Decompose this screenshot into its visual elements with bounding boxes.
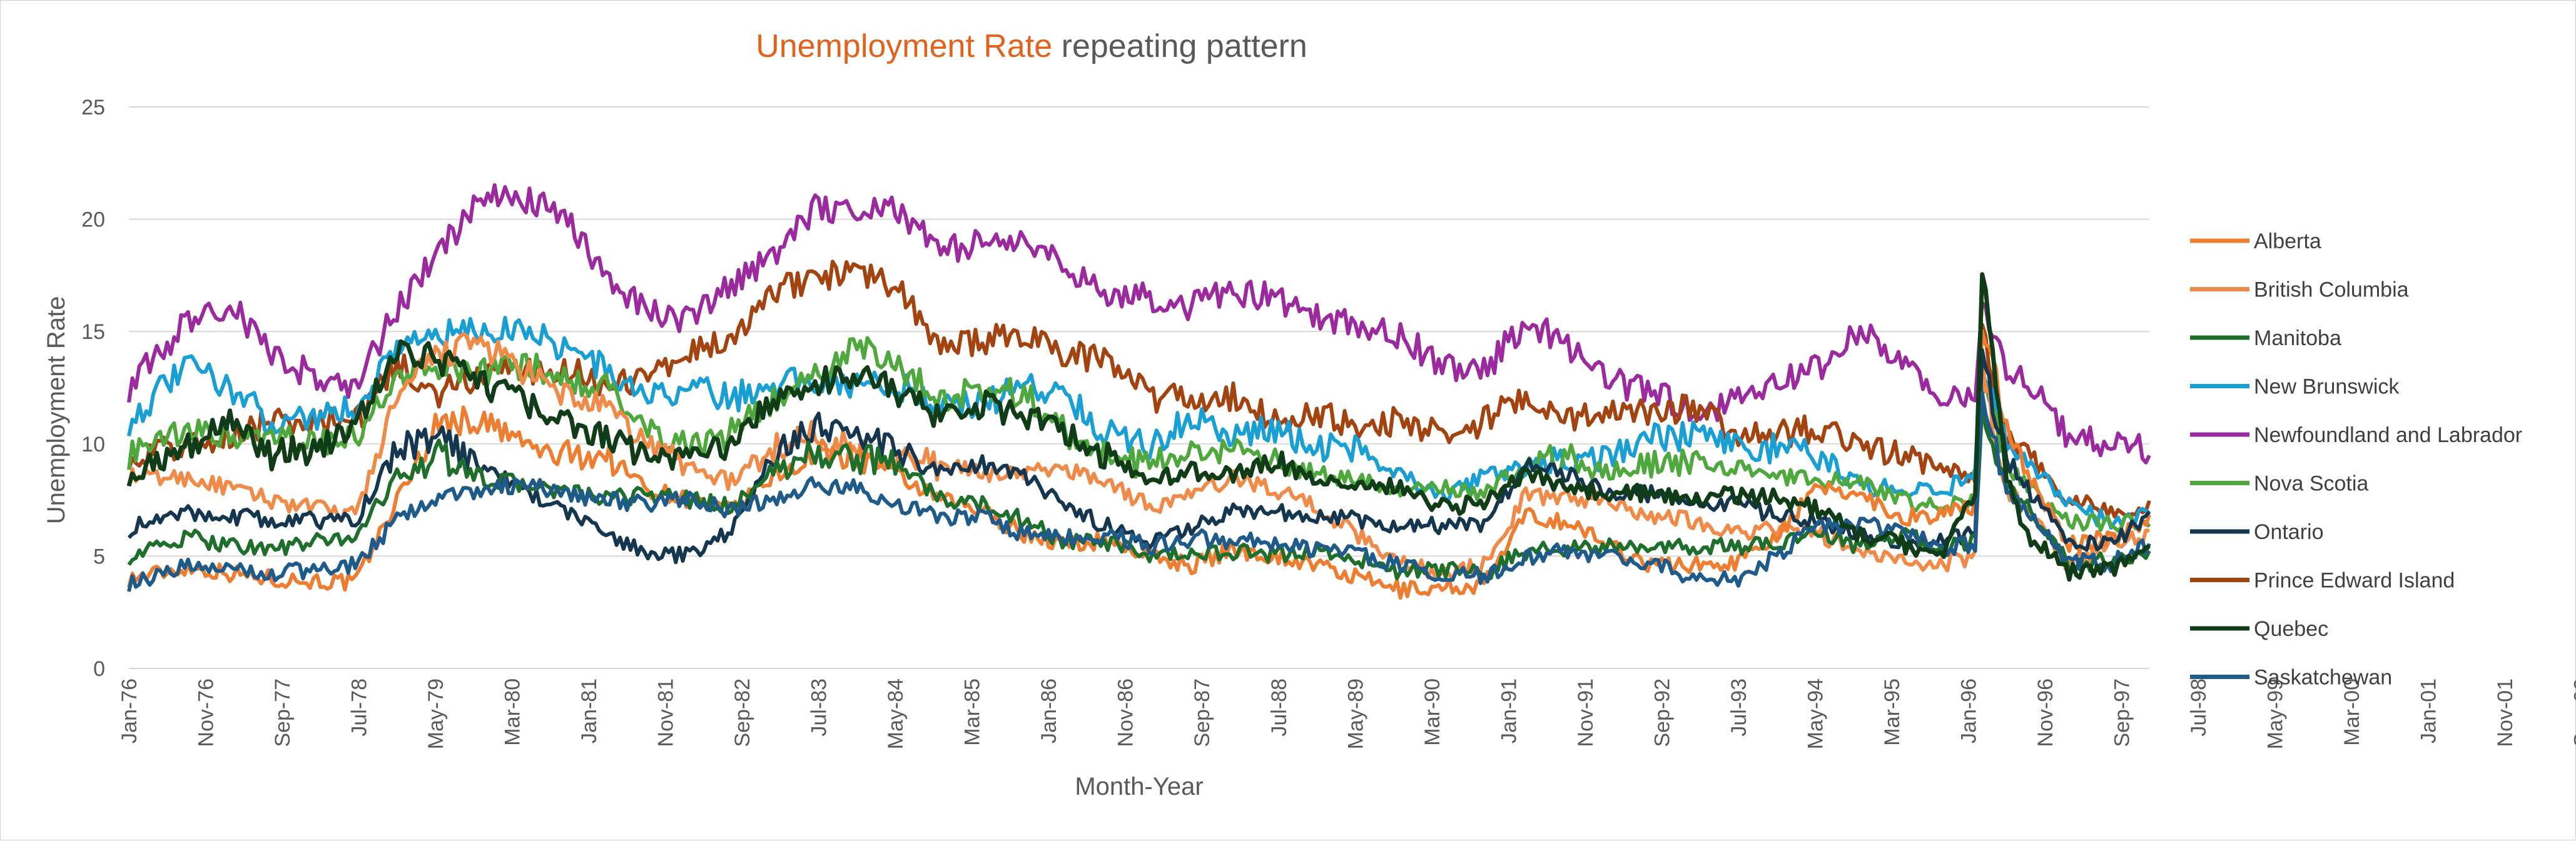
y-axis-title: Unemployment Rate [43, 296, 70, 525]
legend-item: Quebec [2190, 617, 2328, 641]
legend-label: Saskatchewan [2254, 666, 2392, 690]
x-tick-label: May-84 [884, 678, 908, 749]
legend-label: Prince Edward Island [2254, 569, 2455, 593]
x-tick-label: Nov-81 [654, 678, 678, 747]
legend-label: Nova Scotia [2254, 472, 2368, 496]
x-tick-label: Sep-02 [2570, 678, 2576, 747]
x-tick-label: Sep-77 [271, 678, 295, 747]
x-tick-label: Mar-85 [961, 678, 985, 746]
x-tick-label: Nov-91 [1574, 678, 1598, 747]
x-tick-label: Jan-86 [1037, 678, 1061, 743]
x-axis-ticks: Jan-76 Nov-76 Sep-77 Jul-78 May-79 Mar-80 Jan-… [118, 678, 2576, 749]
legend-item: British Columbia [2190, 278, 2409, 302]
series-line-quebec [126, 272, 2151, 582]
y-tick-label: 10 [81, 433, 105, 456]
y-tick-label: 5 [93, 545, 105, 568]
legend-item: Manitoba [2190, 326, 2341, 350]
series-line-british-columbia [127, 332, 2150, 582]
legend-item: Ontario [2190, 520, 2324, 544]
legend-label: Quebec [2254, 617, 2328, 641]
legend-item: Prince Edward Island [2190, 569, 2455, 593]
legend-label: Newfoundland and Labrador [2254, 423, 2522, 447]
x-tick-label: Sep-92 [1650, 678, 1674, 747]
x-tick-label: May-94 [1803, 678, 1827, 749]
legend-label: New Brunswick [2254, 375, 2400, 399]
legend: Alberta British Columbia Manitoba New Bruns… [2190, 229, 2522, 690]
x-tick-label: May-89 [1344, 678, 1367, 749]
legend-item: Nova Scotia [2190, 472, 2368, 496]
x-tick-label: Nov-01 [2493, 678, 2517, 747]
x-tick-label: Jan-76 [118, 678, 141, 743]
legend-item: Alberta [2190, 229, 2321, 253]
x-tick-label: Jul-88 [1267, 678, 1291, 737]
x-tick-label: Jul-93 [1727, 678, 1751, 737]
series-line-saskatchewan [127, 390, 2151, 592]
chart-title-accent: Unemployment Rate [756, 28, 1052, 64]
x-tick-label: Mar-80 [501, 678, 525, 746]
series-lines [126, 183, 2151, 600]
x-tick-label: Jan-81 [577, 678, 601, 743]
x-tick-label: Sep-97 [2110, 678, 2134, 747]
y-tick-label: 25 [81, 96, 105, 119]
x-tick-label: Nov-96 [2034, 678, 2057, 747]
legend-item: New Brunswick [2190, 375, 2400, 399]
x-tick-label: May-79 [424, 678, 448, 749]
x-tick-label: Sep-82 [731, 678, 754, 747]
x-tick-label: Mar-00 [2340, 678, 2364, 746]
x-tick-label: Jan-91 [1497, 678, 1521, 743]
x-tick-label: Jul-83 [808, 678, 831, 737]
series-line-newfoundland-and-labrador [127, 183, 2151, 465]
x-tick-label: Mar-90 [1421, 678, 1444, 746]
x-tick-label: Jan-01 [2417, 678, 2441, 743]
legend-label: Ontario [2254, 520, 2324, 544]
x-axis-title: Month-Year [1075, 773, 1203, 800]
legend-label: British Columbia [2254, 278, 2409, 302]
y-tick-label: 15 [81, 320, 105, 344]
legend-label: Manitoba [2254, 326, 2341, 350]
x-tick-label: Jan-96 [1957, 678, 1980, 743]
legend-item: Saskatchewan [2190, 666, 2392, 690]
x-tick-label: Nov-76 [195, 678, 218, 747]
chart-title-rest: repeating pattern [1052, 28, 1307, 64]
series-line-new-brunswick [127, 316, 2151, 530]
series-line-prince-edward-island [127, 259, 2151, 519]
x-tick-label: Mar-95 [1880, 678, 1904, 746]
legend-item: Newfoundland and Labrador [2190, 423, 2522, 447]
y-axis-ticks: 0 5 10 15 20 25 [81, 96, 105, 681]
legend-label: Alberta [2254, 229, 2321, 253]
x-tick-label: May-99 [2263, 678, 2287, 749]
x-tick-label: Sep-87 [1190, 678, 1214, 747]
x-tick-label: Jul-78 [348, 678, 372, 737]
x-tick-label: Nov-86 [1114, 678, 1138, 747]
y-tick-label: 0 [93, 657, 105, 681]
y-tick-label: 20 [81, 208, 105, 232]
x-tick-label: Jul-98 [2187, 678, 2211, 737]
chart-title: Unemployment Rate repeating pattern [756, 28, 1307, 64]
